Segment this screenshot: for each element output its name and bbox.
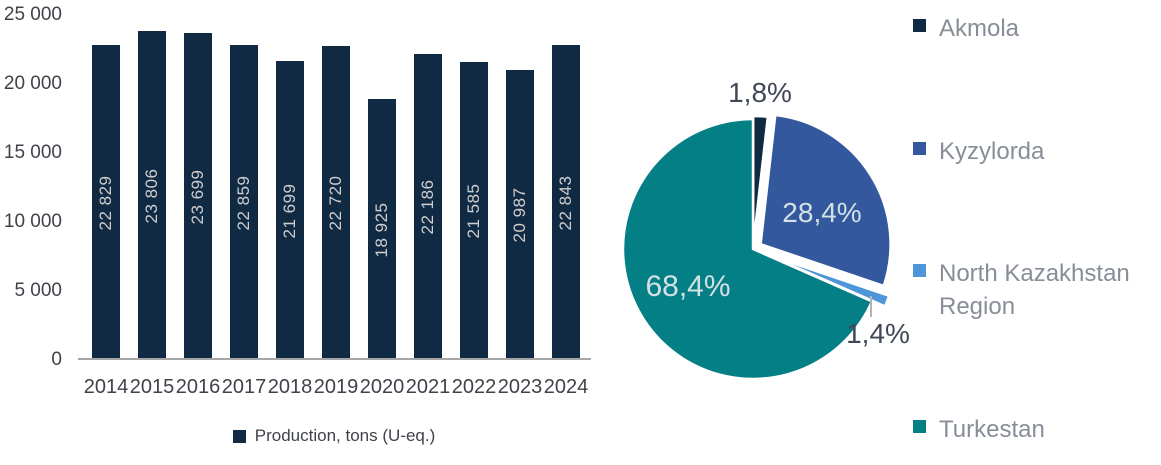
bar-chart: 22 829 23 806 23 699 22 859 21 699 22 720 18 9… [78,15,590,360]
bar-chart-legend: Production, tons (U-eq.) [78,426,590,446]
legend-swatch-icon [913,264,926,278]
x-axis-tick-label: 2019 [313,376,359,398]
pie-legend-label: North Kazakhstan Region [939,260,1130,321]
pie-slice-akmola [751,114,770,248]
bar-2014: 22 829 [92,45,120,360]
pie-label-kyzylorda: 28,4% [782,197,862,228]
pie-slice-kyzylorda [759,113,892,288]
pie-legend: Akmola Kyzylorda North Kazakhstan Region Tu… [913,12,1153,446]
bar-2019: 22 720 [322,46,350,360]
pie-label-north-kazakhstan: 1,4% [846,318,910,349]
x-axis-tick-label: 2014 [83,376,129,398]
bar-chart-x-axis: 2014 2015 2016 2017 2018 2019 2020 2021 2022 2023… [78,376,590,400]
legend-swatch-icon [913,141,926,155]
bar-value-label: 21 585 [464,183,483,239]
x-axis-tick-label: 2018 [267,376,313,398]
y-axis-tick-label: 20 000 [3,73,62,94]
legend-swatch-icon [913,19,926,32]
bar-value-label: 22 859 [234,175,253,230]
pie-slice-turkestan [621,117,874,381]
x-axis-tick-label: 2017 [221,376,267,398]
bar-chart-y-axis: 0 5 000 10 000 15 000 20 000 25 000 [0,5,62,370]
y-axis-tick-label: 15 000 [3,142,62,163]
bar-2015: 23 806 [138,31,166,360]
pie-legend-label: Kyzylorda [939,137,1045,165]
y-axis-tick-label: 0 [51,349,62,370]
x-axis-tick-label: 2020 [359,376,405,398]
bar-value-label: 22 829 [96,175,115,230]
pie-legend-label: Akmola [939,15,1020,42]
pie-legend-item-turkestan: Turkestan [913,413,1153,446]
pie-legend-item-north-kazakhstan-region: North Kazakhstan Region [913,257,1153,323]
x-axis-tick-label: 2024 [543,376,589,398]
x-axis-tick-label: 2021 [405,376,451,398]
bar-chart-x-axis-line [78,358,591,360]
bar-2021: 22 186 [414,54,442,360]
pie-leader-line [870,296,872,317]
bar-2024: 22 843 [552,45,580,360]
bar-chart-legend-label: Production, tons (U-eq.) [254,426,436,445]
bar-2016: 23 699 [184,33,212,360]
pie-legend-item-kyzylorda: Kyzylorda [913,135,1153,168]
pie-label-akmola: 1,8% [728,77,792,108]
y-axis-tick-label: 25 000 [3,4,62,25]
legend-swatch-icon [913,419,926,433]
y-axis-tick-label: 5 000 [14,280,62,301]
bar-value-label: 22 720 [326,175,345,231]
bar-value-label: 23 806 [142,168,161,223]
bar-2018: 21 699 [276,61,304,360]
bar-2017: 22 859 [230,45,258,360]
bar-2020: 18 925 [368,99,396,360]
pie-legend-label: Turkestan [939,415,1045,443]
pie-legend-item-akmola: Akmola [913,12,1153,45]
x-axis-tick-label: 2023 [497,376,543,398]
x-axis-tick-label: 2015 [129,376,175,398]
bar-2022: 21 585 [460,62,488,360]
legend-swatch-icon [232,429,246,443]
x-axis-tick-label: 2022 [451,376,497,398]
y-axis-tick-label: 10 000 [3,211,62,232]
x-axis-tick-label: 2016 [175,376,221,398]
bar-2023: 20 987 [506,70,534,360]
pie-chart [621,113,892,381]
bar-value-label: 22 186 [418,179,437,235]
bar-value-label: 21 699 [280,183,299,238]
bar-value-label: 23 699 [188,169,207,224]
bar-value-label: 20 987 [510,187,529,243]
pie-label-turkestan: 68,4% [645,270,731,303]
bar-value-label: 18 925 [372,202,391,257]
bar-value-label: 22 843 [556,175,575,230]
